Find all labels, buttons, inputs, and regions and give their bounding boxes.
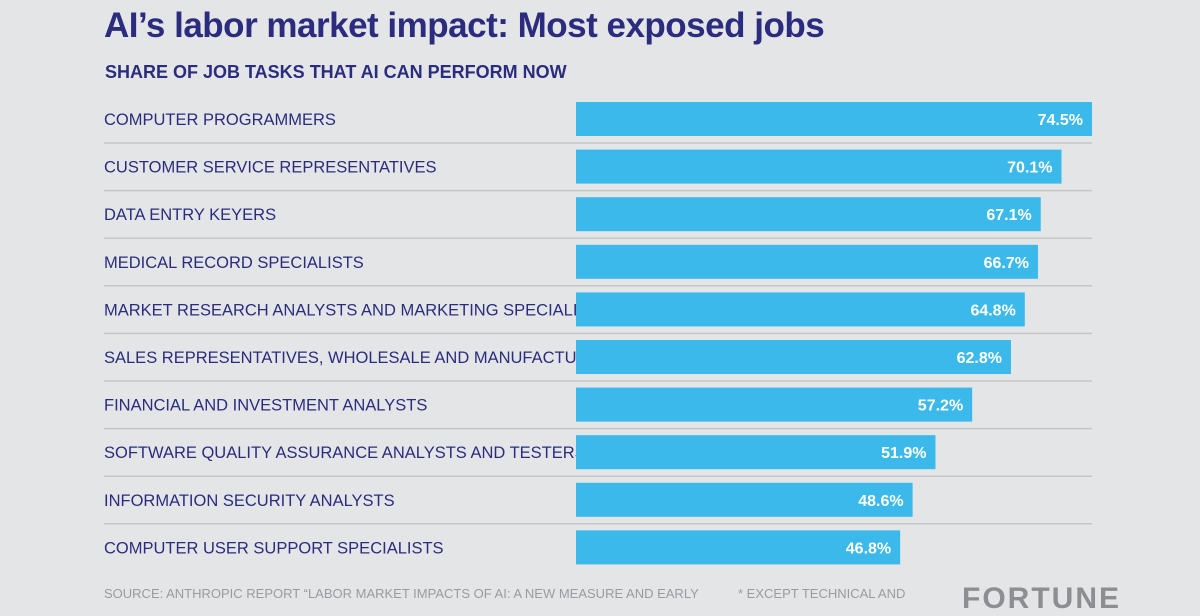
bar — [576, 387, 973, 422]
bar — [576, 292, 1025, 327]
category-label: SALES REPRESENTATIVES, WHOLESALE AND MAN… — [104, 349, 625, 367]
bar — [576, 149, 1062, 184]
chart-title: AI’s labor market impact: Most exposed j… — [104, 6, 825, 45]
source-note: SOURCE: ANTHROPIC REPORT “LABOR MARKET I… — [104, 586, 699, 601]
category-label: MEDICAL RECORD SPECIALISTS — [104, 254, 364, 272]
chart-subtitle: SHARE OF JOB TASKS THAT AI CAN PERFORM N… — [105, 62, 567, 82]
category-label: INFORMATION SECURITY ANALYSTS — [104, 492, 395, 510]
bar-chart: COMPUTER PROGRAMMERS 74.5% CUSTOMER SERVIC… — [104, 102, 1092, 565]
data-label: 57.2% — [918, 398, 963, 415]
fortune-logo: FORTUNE — [962, 582, 1121, 615]
data-label: 67.1% — [986, 207, 1031, 224]
data-label: 48.6% — [858, 493, 903, 510]
bar — [576, 482, 913, 517]
category-label: SOFTWARE QUALITY ASSURANCE ANALYSTS AND … — [104, 444, 586, 462]
data-label: 64.8% — [970, 302, 1015, 319]
category-label: COMPUTER PROGRAMMERS — [104, 111, 336, 129]
bar — [576, 340, 1011, 374]
category-label: MARKET RESEARCH ANALYSTS AND MARKETING S… — [104, 301, 610, 319]
data-label: 74.5% — [1038, 112, 1083, 129]
bar — [576, 530, 901, 565]
data-label: 46.8% — [846, 540, 891, 557]
bar — [576, 244, 1038, 279]
data-label: 70.1% — [1007, 160, 1052, 177]
category-label: DATA ENTRY KEYERS — [104, 206, 276, 224]
bar — [576, 435, 936, 470]
data-label: 51.9% — [881, 445, 926, 462]
category-label: COMPUTER USER SUPPORT SPECIALISTS — [104, 539, 444, 557]
bar — [576, 197, 1041, 232]
bar — [576, 102, 1092, 136]
data-label: 62.8% — [957, 350, 1002, 367]
data-label: 66.7% — [984, 255, 1029, 272]
footnote: * EXCEPT TECHNICAL AND — [738, 586, 906, 601]
category-label: FINANCIAL AND INVESTMENT ANALYSTS — [104, 397, 427, 415]
category-label: CUSTOMER SERVICE REPRESENTATIVES — [104, 159, 437, 177]
